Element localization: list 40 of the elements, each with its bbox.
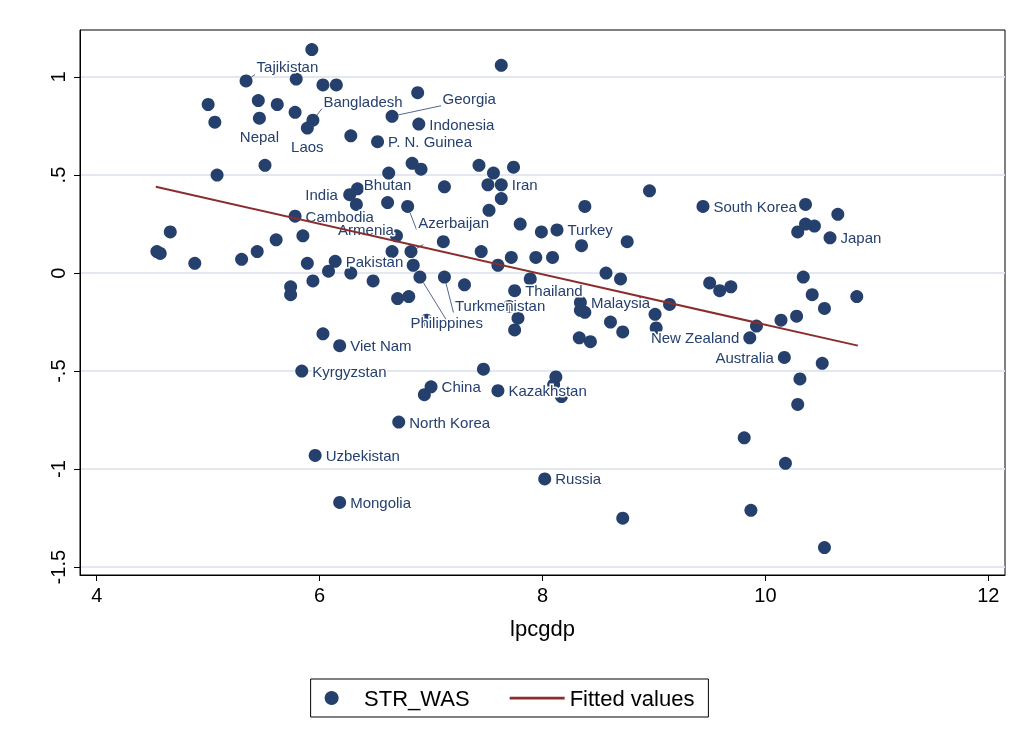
y-tick-label: 1: [47, 71, 69, 83]
data-label: Thailand: [525, 282, 583, 300]
data-label: North Korea: [409, 413, 491, 431]
data-label: Azerbaijan: [418, 213, 490, 231]
data-label: Iran: [511, 176, 538, 194]
data-label: Bangladesh: [323, 92, 403, 110]
data-label: Mongolia: [350, 493, 412, 511]
x-tick-label: 8: [536, 584, 549, 606]
y-tick-label: 0: [47, 267, 69, 279]
data-label: Georgia: [442, 89, 497, 107]
data-label: Indonesia: [429, 115, 496, 133]
data-label: China: [441, 378, 482, 396]
data-label: Russia: [555, 470, 602, 488]
data-label: Nepal: [239, 127, 280, 145]
data-label: Japan: [840, 229, 882, 247]
data-label: India: [305, 185, 339, 203]
data-label: Viet Nam: [350, 337, 412, 355]
x-axis-title: lpcgdp: [510, 615, 575, 641]
y-tick-label: -1.5: [47, 549, 69, 585]
legend-label: STR_WAS: [364, 685, 470, 711]
x-tick-label: 12: [977, 584, 1000, 606]
data-label: P. N. Guinea: [388, 133, 473, 151]
data-label: Uzbekistan: [325, 446, 400, 464]
data-label: Pakistan: [345, 252, 404, 270]
data-label: Bhutan: [363, 176, 412, 194]
data-label: Laos: [291, 137, 324, 155]
data-label: Turkey: [567, 221, 614, 239]
x-tick-label: 4: [91, 584, 103, 606]
y-tick-label: -1: [47, 460, 69, 479]
data-label: New Zealand: [650, 329, 740, 347]
legend-label: Fitted values: [569, 685, 695, 711]
y-tick-label: -.5: [47, 359, 69, 383]
data-label: Malaysia: [590, 294, 651, 311]
x-tick-label: 6: [314, 584, 326, 606]
data-label: South Korea: [713, 197, 798, 215]
data-label: Australia: [715, 348, 775, 366]
x-tick-label: 10: [754, 584, 777, 606]
y-tick-label: .5: [47, 166, 69, 184]
data-label: Kyrgyzstan: [312, 362, 387, 380]
data-label: Tajikistan: [256, 58, 319, 76]
